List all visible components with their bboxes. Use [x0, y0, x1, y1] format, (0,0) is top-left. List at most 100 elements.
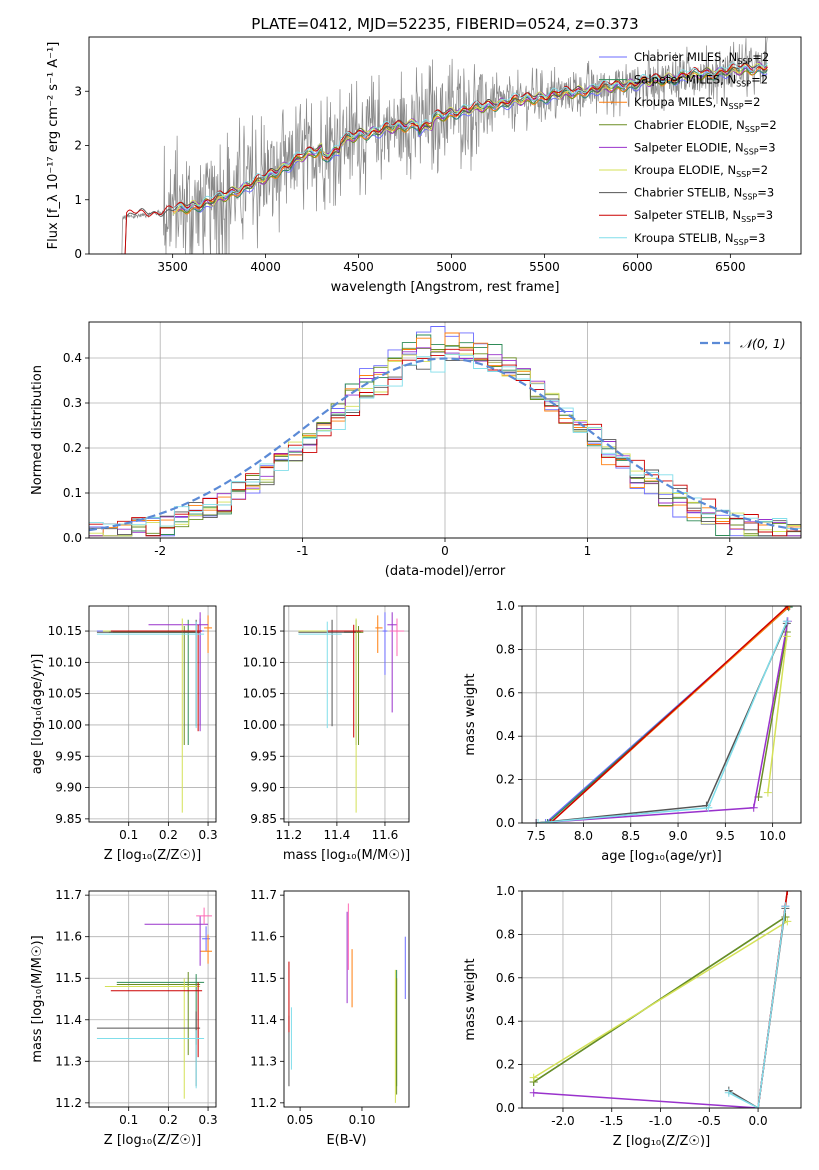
age_vs_Z-plot-area: [96, 612, 213, 813]
y-axis-label: Normed distribution: [30, 365, 45, 495]
data-point-kroupa-stelib: [298, 621, 342, 729]
y-tick-label: 10.05: [48, 687, 82, 701]
x-tick-label: 6500: [715, 260, 746, 274]
weight-marker: [783, 891, 792, 895]
y-tick-label: 10.10: [48, 655, 82, 669]
data-point-kroupa-stelib: [96, 621, 205, 729]
legend-label-base: Chabrier STELIB, N: [634, 186, 742, 200]
y-tick-label: 11.3: [55, 1054, 82, 1068]
y-tick-label: 2: [74, 139, 82, 153]
x-axis-label: age [log₁₀(age/yr)]: [601, 849, 722, 864]
y-tick-label: 9.90: [55, 781, 82, 795]
axes-frame: [521, 890, 802, 1109]
y-axis-label: mass weight: [463, 673, 478, 755]
x-tick-label: 1: [584, 544, 592, 558]
x-tick-label: 0: [441, 544, 449, 558]
y-tick-label: 10.10: [243, 655, 277, 669]
data-point-mass-extra1: [389, 618, 405, 657]
weight-marker: [532, 819, 541, 823]
figure-title: PLATE=0412, MJD=52235, FIBERID=0524, z=0…: [251, 15, 638, 33]
model-line-kroupa-stelib: [172, 62, 768, 211]
legend-entry-gaussian: 𝒩(0, 1): [740, 336, 786, 351]
weight_vs_age-panel: 7.5 8.0 8.5 9.0 9.5 10.0 0.0 0.2 0.4 0.6 0.8 1.0 age…: [463, 599, 802, 864]
x-axis-label: Z [log₁₀(Z/Z☉)]: [104, 848, 201, 863]
legend-label-tail: =2: [751, 73, 768, 87]
x-tick-label: 6000: [622, 260, 653, 274]
weight-marker: [541, 819, 550, 823]
x-tick-label: 9.0: [669, 829, 688, 843]
weight-line-kroupa-stelib: [728, 906, 787, 1108]
y-tick-label: 0.0: [496, 816, 515, 830]
y-tick-label: 0: [74, 247, 82, 261]
axes-frame: [88, 890, 217, 1108]
x-tick-label: -2: [154, 544, 166, 558]
y-tick-label: 3: [74, 84, 82, 98]
weight-marker: [704, 803, 713, 812]
legend-label-sub: SSP: [742, 193, 757, 202]
gaussian-curve: [89, 357, 801, 532]
x-tick-label: 9.5: [716, 829, 735, 843]
y-tick-label: 0.4: [496, 729, 515, 743]
y-tick-label: 0.6: [496, 686, 515, 700]
y-tick-label: 11.5: [55, 971, 82, 985]
x-tick-label: 8.0: [574, 829, 593, 843]
y-tick-label: 0.2: [496, 1058, 515, 1072]
x-tick-label: -1.0: [649, 1114, 672, 1128]
y-tick-label: 9.95: [55, 749, 82, 763]
y-tick-label: 1.0: [496, 884, 515, 898]
mass_vs_ebv-panel: 0.05 0.10 11.2 11.3 11.4 11.5 11.6 11.7 E(B-V): [250, 888, 410, 1148]
legend-label-base: Kroupa STELIB, N: [634, 231, 734, 245]
legend-label-sub: SSP: [736, 80, 751, 89]
y-tick-label: 9.85: [250, 812, 277, 826]
y-tick-label: 0.4: [63, 351, 82, 365]
x-axis-label: Z [log₁₀(Z/Z☉)]: [104, 1133, 201, 1148]
y-tick-label: 10.05: [243, 687, 277, 701]
legend-label-sub: SSP: [744, 147, 759, 156]
legend-entry: Chabrier MILES, NSSP=2: [634, 50, 769, 66]
axes-frame: [521, 605, 802, 824]
x-tick-label: 0.2: [159, 828, 178, 842]
legend-label-tail: =2: [744, 95, 761, 109]
legend-label-tail: =3: [756, 208, 773, 222]
histogram-kroupa-stelib: [89, 353, 801, 537]
weight-marker: [783, 917, 792, 926]
weight-line-kroupa-elodie: [533, 920, 788, 1079]
residuals-plot-area: [89, 326, 801, 537]
legend-label-sub: SSP: [729, 102, 744, 111]
weight-marker: [529, 1073, 538, 1082]
legend-label-tail: =3: [749, 231, 766, 245]
y-tick-label: 11.7: [250, 888, 277, 902]
y-tick-label: 0.8: [496, 642, 515, 656]
y-tick-label: 11.4: [250, 1013, 277, 1027]
weight-marker: [763, 788, 772, 797]
y-tick-label: 0.0: [63, 531, 82, 545]
age_vs_mass-plot-area: [298, 612, 405, 813]
axes-frame: [88, 605, 217, 823]
mass_vs_ebv-plot-area: [288, 903, 406, 1103]
spectrum-legend: Chabrier MILES, NSSP=2 Salpeter MILES, NS…: [599, 50, 777, 247]
data-point-salpeter-stelib: [110, 624, 203, 732]
legend-label-sub: SSP: [736, 170, 751, 179]
data-point-salpeter-elodie: [387, 612, 397, 713]
x-tick-label: 0.3: [199, 828, 218, 842]
x-tick-label: 0.2: [159, 1113, 178, 1127]
axes-frame: [283, 605, 410, 823]
legend-entry: Kroupa MILES, NSSP=2: [634, 95, 760, 111]
axes-frame: [88, 36, 802, 255]
legend-label-tail: =2: [752, 50, 769, 64]
weight-marker: [782, 632, 791, 641]
data-point-chabrier-elodie: [353, 626, 364, 745]
weight-line-salpeter-elodie: [533, 906, 787, 1108]
y-tick-label: 9.95: [250, 749, 277, 763]
x-axis-label: wavelength [Angstrom, rest frame]: [331, 280, 560, 295]
axes-frame: [88, 321, 802, 539]
y-tick-label: 10.15: [243, 624, 277, 638]
weight-marker: [546, 819, 555, 823]
y-tick-label: 1: [74, 193, 82, 207]
data-point-kroupa-miles: [204, 615, 213, 653]
legend-entry: Salpeter MILES, NSSP=2: [634, 73, 768, 89]
x-tick-label: 4500: [343, 260, 374, 274]
weight-marker: [754, 1104, 763, 1108]
weight-line-salpeter-stelib: [549, 606, 789, 823]
